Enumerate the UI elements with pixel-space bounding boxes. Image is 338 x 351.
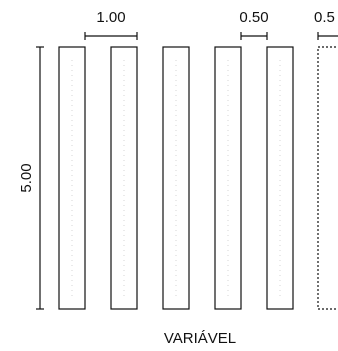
panel-4 bbox=[214, 46, 242, 310]
panels bbox=[58, 46, 338, 310]
gap-dimension-label: 0.50 bbox=[239, 9, 268, 26]
gap-dimension-partial-label: 0.5 bbox=[314, 9, 335, 26]
width-dimension bbox=[84, 32, 138, 40]
panel-2 bbox=[110, 46, 138, 310]
panel-6-partial bbox=[317, 46, 338, 310]
panel-1 bbox=[58, 46, 86, 310]
height-dimension-label: 5.00 bbox=[18, 163, 35, 192]
panel-texture bbox=[71, 60, 281, 300]
gap-dimension bbox=[240, 32, 268, 40]
height-dimension bbox=[36, 46, 44, 310]
caption: VARIÁVEL bbox=[164, 330, 236, 347]
gap-dimension-partial bbox=[317, 32, 338, 40]
panel-3 bbox=[162, 46, 190, 310]
panel-5 bbox=[266, 46, 294, 310]
width-dimension-label: 1.00 bbox=[96, 9, 125, 26]
